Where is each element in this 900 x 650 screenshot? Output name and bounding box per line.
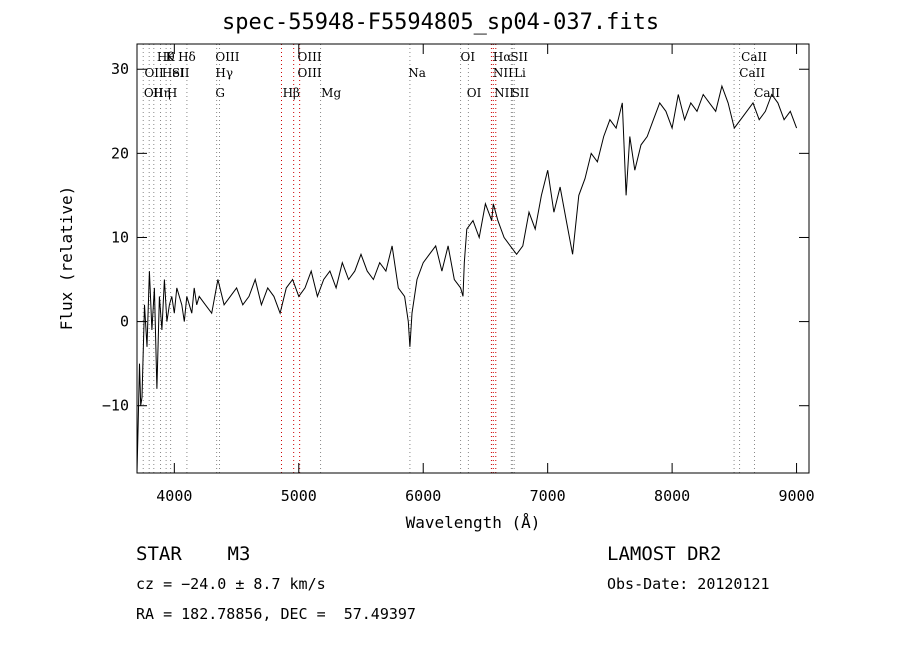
y-tick-label: 20 [111, 144, 129, 162]
spectral-line-label: HeI [162, 66, 185, 80]
y-tick-label: 30 [111, 60, 129, 78]
spectral-line-label: G [215, 86, 225, 100]
spectral-line-label: CaII [741, 50, 767, 64]
spectral-line-label: Hη [153, 86, 171, 100]
spectral-line-label: OIII [298, 66, 322, 80]
spectral-line-label: SII [512, 86, 530, 100]
x-tick-label: 5000 [281, 487, 317, 505]
spectral-line-label: OII [144, 66, 164, 80]
spectral-line-label: Li [514, 66, 526, 80]
x-tick-label: 4000 [156, 487, 192, 505]
spectral-line-label: Hγ [215, 66, 233, 80]
spectral-line-label: Na [408, 66, 426, 80]
spectral-line-label: OI [467, 86, 482, 100]
spectral-line-label: Hδ [178, 50, 196, 64]
spectral-line-label: OI [461, 50, 476, 64]
spectral-line-label: OIII [298, 50, 322, 64]
x-tick-label: 9000 [778, 487, 814, 505]
x-axis-label: Wavelength (Å) [406, 513, 541, 532]
spectral-line-label: SII [510, 50, 528, 64]
y-axis-label: Flux (relative) [57, 186, 76, 331]
obs-date: Obs-Date: 20120121 [607, 575, 770, 593]
y-tick-label: 10 [111, 228, 129, 246]
y-tick-label: −10 [102, 397, 129, 415]
redshift-cz: cz = −24.0 ± 8.7 km/s [136, 575, 326, 593]
spectral-line-label: OIII [215, 50, 239, 64]
x-axis-ticks: 4000 5000 6000 7000 8000 9000 [156, 44, 815, 505]
x-tick-label: 7000 [530, 487, 566, 505]
object-class: STAR M3 [136, 543, 251, 565]
spectral-line-label: CaII [754, 86, 780, 100]
x-tick-label: 6000 [405, 487, 441, 505]
y-tick-label: 0 [120, 313, 129, 331]
spectral-line-label: Mg [321, 86, 341, 100]
spectral-line-label: K [166, 50, 176, 64]
survey-name: LAMOST DR2 [607, 543, 722, 565]
spectral-line-label: NII [493, 66, 513, 80]
spectral-line-label: CaII [739, 66, 765, 80]
spectral-line-markers [142, 44, 755, 473]
spectral-line-label: SII [172, 66, 190, 80]
chart-title: spec-55948-F5594805_sp04-037.fits [222, 10, 660, 35]
spectral-line-label: OII [144, 86, 164, 100]
x-tick-label: 8000 [654, 487, 690, 505]
spectral-line-label: H [167, 86, 177, 100]
ra-dec: RA = 182.78856, DEC = 57.49397 [136, 605, 416, 623]
spectral-line-label: Hθ [157, 50, 175, 64]
y-axis-ticks: 30 20 10 0 −10 [102, 60, 809, 415]
spectrum-line [136, 84, 798, 474]
spectral-line-label: Hβ [283, 86, 300, 100]
spectral-line-label: Hα [493, 50, 512, 64]
spectral-line-label: NII [494, 86, 514, 100]
plot-frame [136, 43, 810, 474]
